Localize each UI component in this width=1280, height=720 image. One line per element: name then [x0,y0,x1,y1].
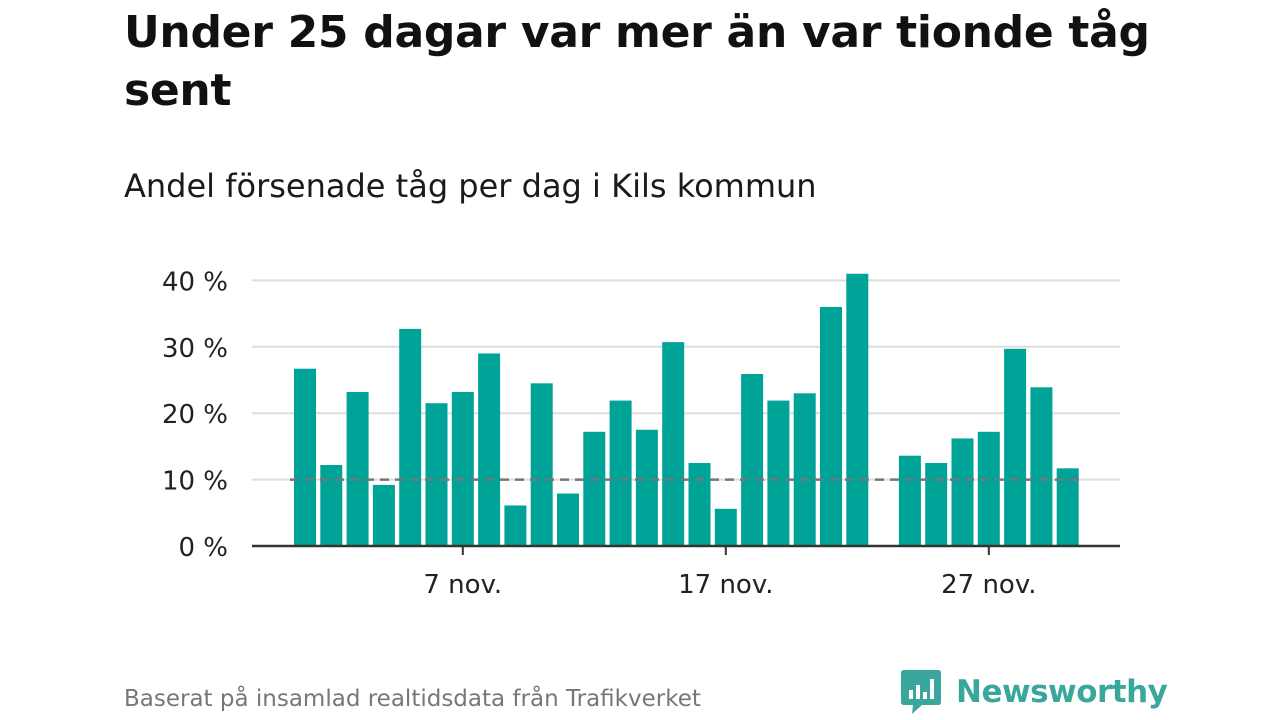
bar [1030,387,1053,546]
bar [504,505,527,546]
bar [1056,468,1079,546]
bar [714,508,737,546]
chart-subtitle: Andel försenade tåg per dag i Kils kommu… [124,167,817,205]
bar [793,393,816,546]
bar [583,431,606,546]
y-tick-label: 20 % [162,400,228,430]
bar [898,455,921,546]
source-note: Baserat på insamlad realtidsdata från Tr… [124,686,701,712]
bar [1004,348,1027,546]
axes: 0 % 10 % 20 % 30 % 40 % 7 nov. 17 nov. 27 nov. [162,267,1120,600]
bar [741,374,764,546]
bar [820,306,842,546]
chart-title: Under 25 dagar var mer än var tionde tåg… [124,7,1150,116]
y-tick-label: 10 % [162,467,228,497]
y-tick-label: 30 % [162,334,228,364]
bar [372,484,395,546]
newsworthy-logo-icon [901,670,941,714]
bar [346,391,369,546]
bars [294,273,1079,546]
bar [557,493,579,546]
bar [425,403,448,546]
bar [767,400,790,546]
bar [451,391,474,546]
x-tick-label: 27 nov. [941,570,1036,600]
bar [635,429,658,546]
x-tick-label: 7 nov. [423,570,502,600]
bar [977,431,1000,546]
bar [478,353,501,546]
brand-logo: Newsworthy [900,668,1168,716]
x-tick-label: 17 nov. [678,570,773,600]
bar [925,463,948,546]
bar [530,383,553,546]
bar [688,463,711,546]
bar [294,368,316,546]
brand-name: Newsworthy [956,674,1168,710]
bar [662,342,685,546]
bar [399,328,422,546]
y-tick-label: 40 % [162,267,228,297]
bar-chart: 0 % 10 % 20 % 30 % 40 % 7 nov. 17 nov. 27 nov. [162,267,1120,600]
bar [846,273,869,546]
y-tick-label: 0 % [178,533,228,563]
bar [320,464,343,546]
bar [609,400,632,546]
bar [951,438,974,546]
